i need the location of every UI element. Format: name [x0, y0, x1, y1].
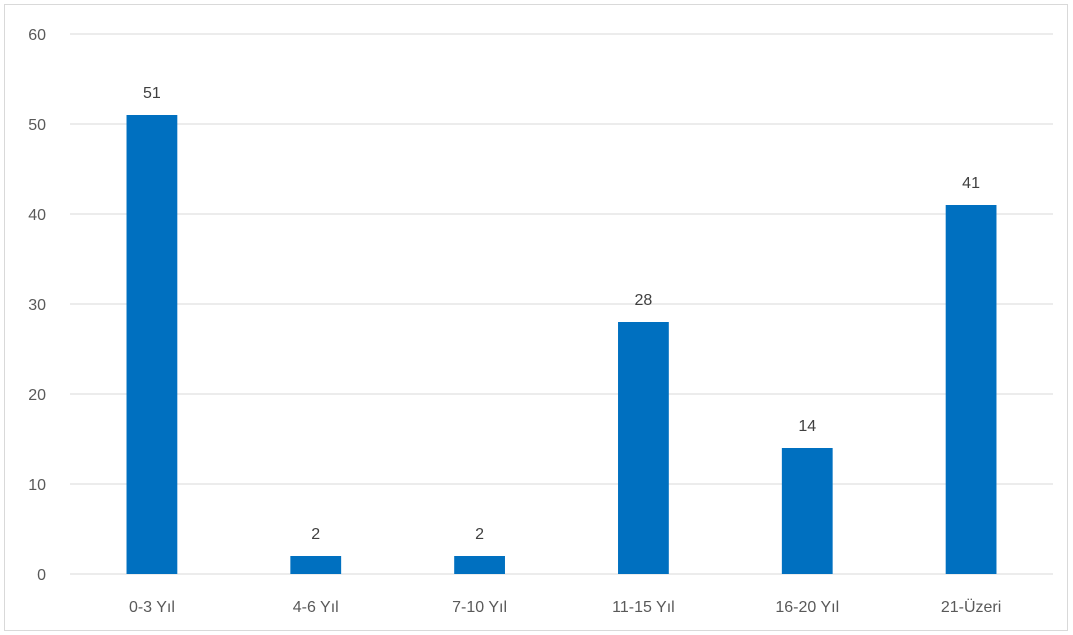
- data-label: 14: [798, 418, 816, 435]
- data-labels: 51 2 2 28 14 41: [143, 85, 980, 543]
- y-tick-label: 30: [28, 297, 46, 314]
- bar-3: [618, 322, 669, 574]
- y-tick-label: 40: [28, 207, 46, 224]
- gridlines: [70, 33, 1053, 575]
- data-label: 51: [143, 85, 161, 102]
- y-axis-ticks: 0 10 20 30 40 50 60: [28, 27, 46, 584]
- y-tick-label: 0: [37, 567, 46, 584]
- x-axis-ticks: 0-3 Yıl 4-6 Yıl 7-10 Yıl 11-15 Yıl 16-20 Yıl…: [129, 598, 1001, 616]
- data-label: 28: [635, 292, 653, 309]
- x-tick-label: 0-3 Yıl: [129, 599, 175, 616]
- bar-1: [290, 556, 342, 574]
- data-label: 2: [311, 526, 320, 543]
- data-label: 41: [962, 175, 980, 192]
- x-tick-label: 21-Üzeri: [941, 598, 1001, 616]
- bar-5: [945, 205, 997, 574]
- y-tick-label: 20: [28, 387, 46, 404]
- y-tick-label: 60: [28, 27, 46, 44]
- x-tick-label: 16-20 Yıl: [775, 599, 839, 616]
- bar-4: [781, 448, 833, 574]
- chart-frame: [4, 4, 1068, 631]
- y-tick-label: 50: [28, 117, 46, 134]
- y-tick-label: 10: [28, 477, 46, 494]
- data-label: 2: [475, 526, 484, 543]
- bar-0: [126, 115, 178, 574]
- bars: [126, 115, 997, 574]
- x-tick-label: 7-10 Yıl: [452, 599, 507, 616]
- x-tick-label: 11-15 Yıl: [612, 599, 675, 616]
- x-tick-label: 4-6 Yıl: [293, 599, 339, 616]
- bar-2: [454, 556, 505, 574]
